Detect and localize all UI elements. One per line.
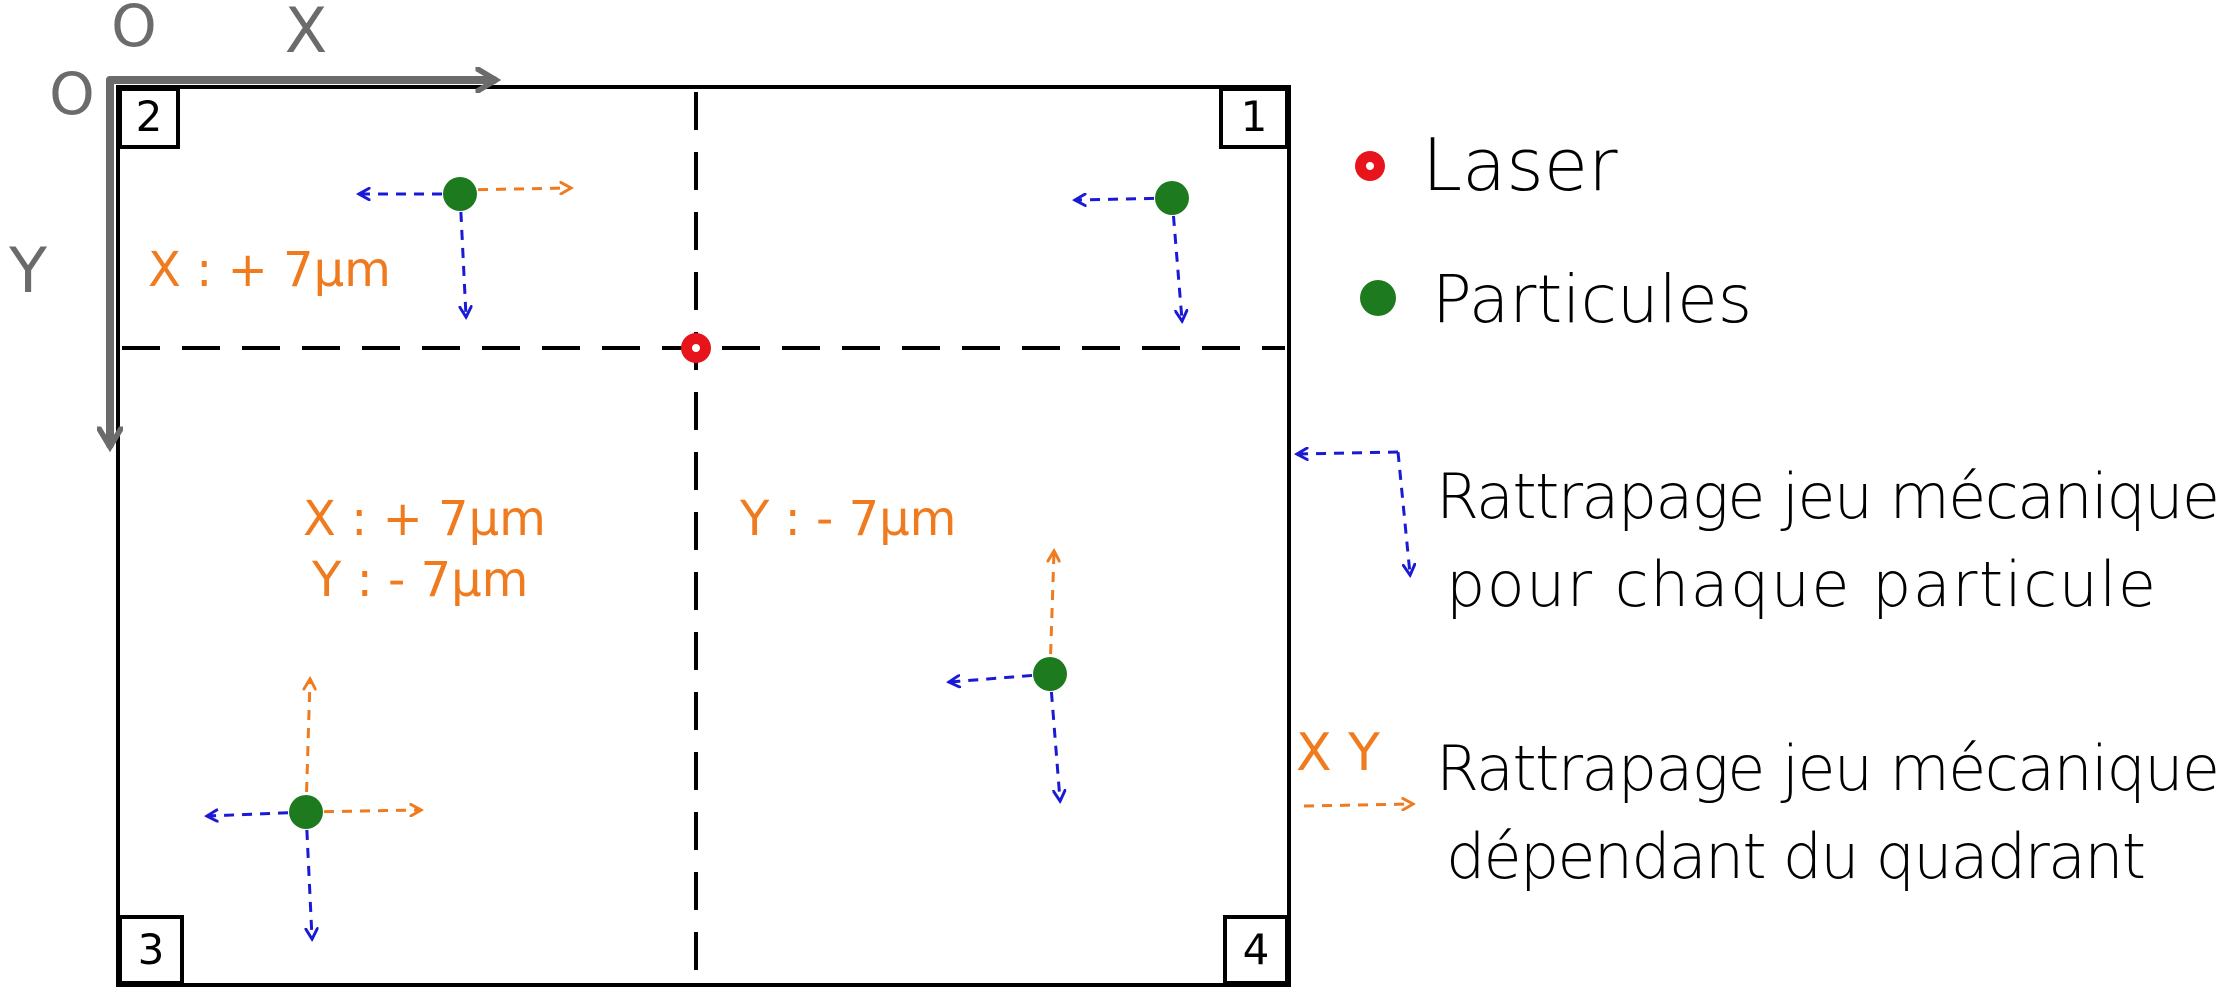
orange-arrow-right (305, 810, 420, 812)
q4-y-offset: Y : - 7μm (739, 491, 956, 547)
particle-q2 (443, 177, 477, 211)
legend-blue-backlash: Rattrapage jeu mécanique pour chaque par… (1298, 452, 2220, 621)
x-axis-label: X (285, 0, 327, 67)
blue-legend-arrow-left (1298, 452, 1399, 454)
particle-q4 (1033, 657, 1067, 691)
particle-q2-group: X : + 7μm (148, 177, 570, 316)
q3-y-offset: Y : - 7μm (311, 552, 528, 608)
y-axis-label: Y (8, 234, 47, 307)
orange-arrow-right (459, 188, 570, 190)
orange-arrow-up (306, 680, 310, 811)
coordinate-axes: O O X Y (8, 0, 494, 445)
blue-arrow-left (1076, 198, 1173, 200)
orange-arrow-up (1050, 552, 1054, 673)
particle-q1-group (1076, 181, 1189, 320)
laser-point (681, 333, 711, 363)
quadrant-1-box: 1 (1219, 87, 1289, 149)
blue-arrow-left (208, 812, 307, 816)
legend-laser: Laser (1355, 123, 1618, 207)
quadrant-3-box: 3 (118, 915, 184, 985)
blue-legend-arrow-down (1396, 451, 1410, 574)
legend-blue-line2: pour chaque particule (1446, 548, 2156, 621)
particle-legend-icon (1360, 280, 1396, 316)
legend-blue-line1: Rattrapage jeu mécanique (1436, 460, 2220, 533)
legend: Laser Particules Rattrapage jeu mécaniqu… (1296, 123, 2220, 893)
particle-q4-group (950, 552, 1067, 800)
orange-legend-arrow (1303, 804, 1412, 806)
stage-frame (116, 85, 1291, 987)
legend-orange-line2: dépendant du quadrant (1446, 820, 2146, 893)
particle-q3 (289, 795, 323, 829)
blue-arrow-down (1048, 673, 1060, 800)
quadrant-2-box: 2 (118, 87, 180, 149)
legend-particles-label: Particules (1432, 261, 1752, 338)
quadrant-4-label: 4 (1243, 925, 1270, 974)
quadrant-1-label: 1 (1241, 92, 1268, 141)
particle-q1 (1155, 181, 1189, 215)
q3-x-offset: X : + 7μm (303, 491, 546, 547)
origin-top-label: O (111, 0, 157, 60)
legend-orange-line1: Rattrapage jeu mécanique (1436, 732, 2220, 805)
blue-arrow-down (1170, 197, 1182, 320)
quadrant-4-box: 4 (1223, 915, 1289, 985)
particle-q3-group (208, 680, 420, 938)
quadrant-3-label: 3 (138, 925, 165, 974)
quadrant-2-label: 2 (136, 92, 163, 141)
origin-left-label: O (49, 60, 95, 128)
legend-orange-marker: X Y (1296, 723, 1380, 783)
legend-particles: Particules (1360, 261, 1752, 338)
q2-x-offset: X : + 7μm (148, 242, 391, 298)
blue-arrow-down (304, 811, 312, 938)
blue-arrow-down (460, 193, 466, 316)
legend-laser-label: Laser (1422, 123, 1618, 207)
legend-orange-backlash: X Y Rattrapage jeu mécanique dépendant d… (1296, 723, 2220, 893)
